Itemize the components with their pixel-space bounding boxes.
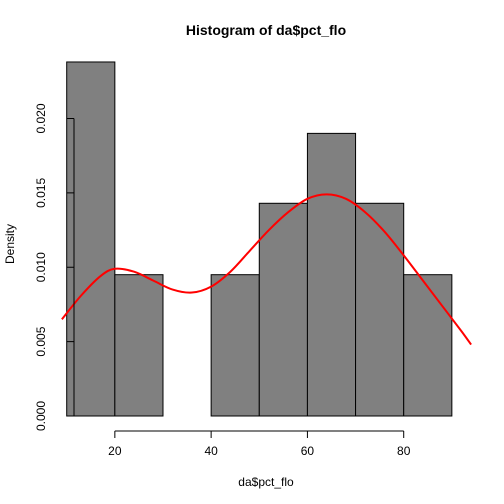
histogram-bars [66, 61, 453, 417]
histogram-bar [306, 132, 357, 417]
y-tick-label: 0.010 [34, 252, 48, 282]
x-tick-label: 20 [108, 444, 122, 458]
x-tick-label: 60 [301, 444, 315, 458]
chart-title: Histogram of da$pct_flo [186, 22, 346, 38]
density-curve-layer [61, 193, 472, 346]
histogram-bar [66, 61, 116, 417]
y-axis-label: Density [3, 224, 17, 264]
y-tick-label: 0.005 [34, 326, 48, 356]
histogram-bar [114, 274, 164, 417]
x-axis-label: da$pct_flo [238, 475, 294, 489]
y-axis: 0.000 0.005 0.010 0.015 0.020 [34, 103, 75, 431]
histogram-bar [403, 274, 453, 417]
y-tick-label: 0.000 [34, 401, 48, 431]
y-tick-label: 0.020 [34, 103, 48, 133]
histogram-bar [355, 202, 405, 417]
x-tick-label: 80 [397, 444, 411, 458]
histogram-bar [210, 274, 260, 417]
x-axis: 20 40 60 80 [108, 430, 411, 458]
y-tick-label: 0.015 [34, 178, 48, 208]
density-curve [61, 193, 472, 346]
histogram-bar [258, 202, 308, 417]
x-tick-label: 40 [204, 444, 218, 458]
